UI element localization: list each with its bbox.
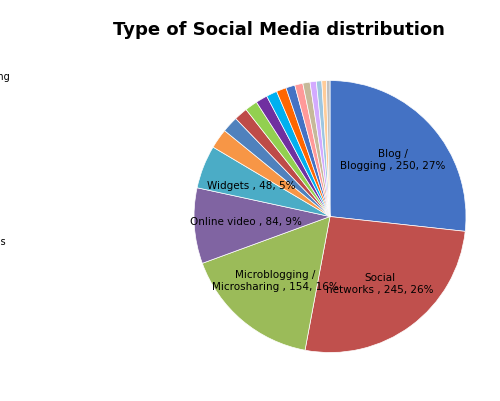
Wedge shape [276, 88, 330, 217]
Wedge shape [213, 131, 330, 217]
Text: Microblogging /
Microsharing , 154, 16%: Microblogging / Microsharing , 154, 16% [212, 270, 339, 292]
Wedge shape [236, 109, 330, 217]
Wedge shape [295, 83, 330, 217]
Text: Blog /
Blogging , 250, 27%: Blog / Blogging , 250, 27% [340, 150, 446, 171]
Legend: Blog / Blogging, Social networks, Microblogging / Microsharing, Online video, Wi: Blog / Blogging, Social networks, Microb… [0, 45, 12, 288]
Text: Social
networks , 245, 26%: Social networks , 245, 26% [326, 273, 434, 295]
Wedge shape [316, 81, 330, 217]
Wedge shape [310, 81, 330, 217]
Wedge shape [246, 102, 330, 217]
Title: Type of Social Media distribution: Type of Social Media distribution [113, 21, 445, 39]
Wedge shape [303, 82, 330, 217]
Wedge shape [197, 147, 330, 217]
Wedge shape [305, 217, 465, 352]
Wedge shape [224, 119, 330, 217]
Wedge shape [194, 188, 330, 263]
Text: Online video , 84, 9%: Online video , 84, 9% [190, 217, 302, 227]
Wedge shape [202, 217, 330, 350]
Wedge shape [256, 96, 330, 217]
Wedge shape [322, 81, 330, 217]
Wedge shape [330, 81, 466, 231]
Wedge shape [266, 91, 330, 217]
Wedge shape [286, 85, 330, 217]
Text: Widgets , 48, 5%: Widgets , 48, 5% [208, 181, 296, 191]
Wedge shape [326, 81, 330, 217]
